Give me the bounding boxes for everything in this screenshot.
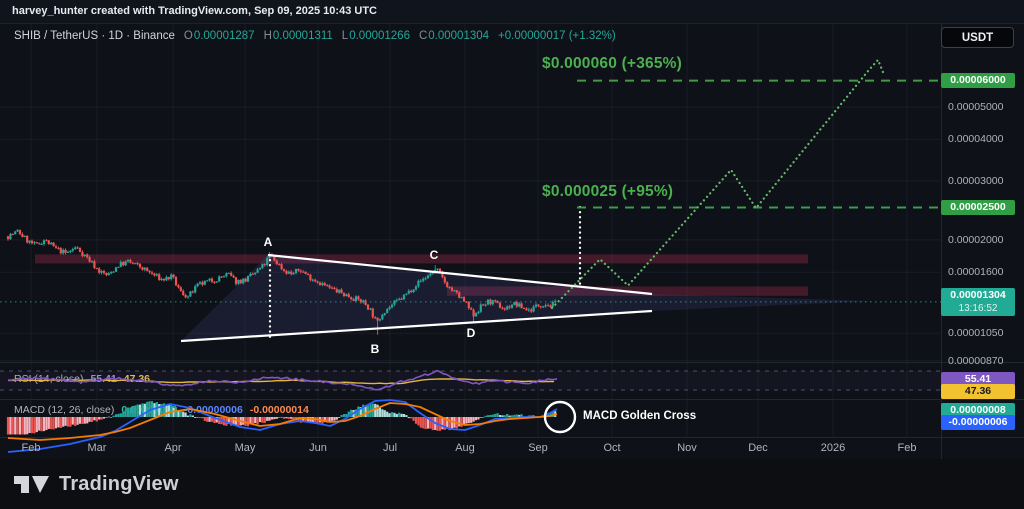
ohlc-close: C 0.00001304	[418, 30, 490, 42]
triangle-trendlines	[180, 253, 653, 343]
ohlc-low: L 0.00001266	[341, 30, 410, 42]
rsi-ma-value: 47.36	[123, 373, 151, 385]
price-tick-label: 0.00001050	[948, 327, 1004, 340]
macd-signal-value: -0.00000014	[249, 404, 309, 416]
macd-line-value: -0.00000006	[183, 404, 243, 416]
ohlc-open: O 0.00001287	[183, 30, 255, 42]
grid	[0, 24, 941, 437]
price-tick-label: 0.00005000	[948, 101, 1004, 113]
target-level-lines	[577, 79, 941, 209]
price-target-upper-label: $0.000060 (+365%)	[542, 55, 682, 72]
level-badge-lower-target: 0.00002500	[941, 200, 1015, 215]
time-axis-label: Sep	[528, 442, 548, 454]
attribution-bar: harvey_hunter created with TradingView.c…	[0, 0, 1024, 24]
time-axis-label: May	[234, 442, 256, 454]
macd-pane	[6, 399, 558, 453]
time-axis-label: Feb	[897, 442, 917, 454]
dotted-guides	[268, 205, 582, 343]
pattern-point-A: A	[263, 234, 273, 249]
symbol-legend: SHIB / TetherUS · 1D · Binance O 0.00001…	[14, 30, 616, 42]
projection-path	[550, 58, 886, 310]
price-change: +0.00000017 (+1.32%)	[498, 30, 616, 42]
time-axis-label: Mar	[87, 442, 107, 454]
pattern-point-B: B	[370, 342, 380, 357]
time-axis-label: Oct	[603, 442, 621, 454]
macd-label: MACD (12, 26, close)	[14, 404, 115, 416]
price-tick-label: 0.00000870	[948, 354, 1004, 367]
price-tick-label: 0.00002000	[948, 233, 1004, 246]
ohlc-high: H 0.00001311	[263, 30, 333, 42]
pattern-point-D: D	[466, 326, 476, 341]
macd-line-badge: -0.00000006	[941, 415, 1015, 430]
triangle-pattern	[181, 255, 875, 341]
time-axis-label: Apr	[164, 442, 182, 454]
pane-separators	[0, 24, 1024, 459]
footer-bar: TradingView	[0, 459, 1024, 509]
time-axis-label: 2026	[820, 442, 846, 454]
macd-hist-badge: 0.00000008	[941, 403, 1015, 418]
tradingview-logo-text[interactable]: TradingView	[59, 472, 179, 495]
currency-button[interactable]: USDT	[941, 27, 1014, 48]
rsi-pane	[0, 369, 941, 391]
time-axis-label: Aug	[455, 442, 475, 454]
time-axis-label: Dec	[748, 442, 768, 454]
last-price-badge: 0.00001304 13:16:52	[941, 288, 1015, 317]
macd-golden-cross-label: MACD Golden Cross	[583, 410, 697, 422]
tradingview-logo-icon[interactable]	[14, 471, 50, 498]
pattern-point-C: C	[429, 247, 439, 262]
time-axis-label: Nov	[677, 442, 697, 454]
time-axis-label: Jun	[309, 442, 327, 454]
rsi-ma-badge: 47.36	[941, 384, 1015, 399]
symbol-title: SHIB / TetherUS · 1D · Binance	[14, 30, 175, 42]
level-badge-upper-target: 0.00006000	[941, 73, 1015, 89]
rsi-value-badge: 55.41	[941, 371, 1015, 387]
price-tick-label: 0.00004000	[948, 133, 1004, 146]
price-tick-label: 0.00001600	[948, 266, 1004, 279]
time-axis-label: Feb	[21, 442, 41, 454]
macd-cross-circle	[543, 400, 577, 434]
price-target-lower-label: $0.000025 (+95%)	[542, 183, 674, 200]
time-axis-label: Jul	[382, 442, 398, 454]
candlesticks	[6, 229, 557, 335]
countdown-timer: 13:16:52	[958, 303, 998, 315]
price-tick-label: 0.00003000	[948, 175, 1004, 188]
